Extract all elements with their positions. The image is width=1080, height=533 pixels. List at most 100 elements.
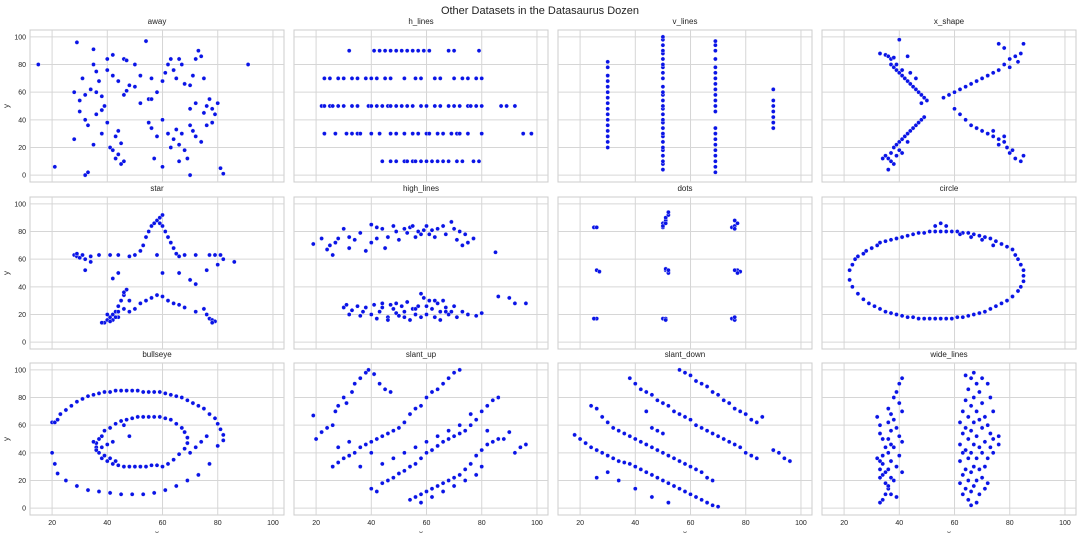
- data-point: [77, 255, 82, 261]
- data-point: [677, 411, 682, 417]
- data-point: [118, 388, 124, 393]
- data-point: [771, 447, 776, 453]
- data-point: [660, 56, 666, 62]
- data-point: [894, 425, 899, 431]
- data-point: [891, 417, 897, 423]
- data-point: [955, 314, 960, 320]
- data-point: [663, 317, 669, 323]
- data-point: [190, 128, 196, 134]
- data-point: [437, 76, 443, 81]
- data-point: [245, 62, 251, 67]
- data-point: [52, 461, 58, 467]
- data-point: [171, 301, 176, 306]
- data-point: [168, 240, 174, 245]
- data-point: [402, 76, 407, 81]
- data-point: [974, 433, 979, 439]
- data-point: [644, 442, 649, 447]
- data-point: [424, 489, 429, 494]
- data-point: [440, 223, 446, 229]
- data-point: [418, 455, 424, 461]
- data-point: [957, 112, 963, 117]
- data-point: [415, 48, 421, 54]
- data-point: [990, 243, 996, 248]
- data-point: [99, 433, 105, 439]
- data-point: [749, 453, 754, 458]
- data-point: [605, 112, 611, 117]
- data-point: [891, 395, 897, 400]
- data-point: [80, 76, 85, 81]
- data-point: [187, 123, 193, 128]
- data-point: [379, 305, 385, 310]
- data-point: [883, 491, 888, 497]
- data-point: [529, 131, 534, 136]
- scatter-points: [591, 209, 743, 323]
- data-point: [132, 464, 138, 469]
- data-point: [1007, 56, 1013, 62]
- data-point: [58, 411, 63, 417]
- scatter-points: [605, 34, 776, 175]
- data-point: [599, 450, 605, 456]
- data-point: [82, 117, 88, 123]
- data-point: [971, 420, 977, 425]
- data-point: [52, 164, 58, 170]
- data-point: [110, 276, 116, 281]
- data-point: [435, 158, 440, 164]
- data-point: [771, 109, 776, 114]
- data-point: [713, 70, 718, 76]
- data-point: [171, 245, 176, 251]
- data-point: [94, 112, 99, 117]
- data-point: [605, 453, 611, 458]
- data-point: [113, 458, 118, 464]
- data-point: [713, 92, 718, 98]
- data-point: [391, 428, 396, 434]
- data-point: [107, 252, 113, 258]
- data-point: [429, 486, 435, 492]
- data-point: [138, 248, 143, 254]
- data-point: [330, 103, 336, 109]
- plot-area: [821, 196, 1077, 350]
- data-point: [418, 103, 424, 109]
- data-point: [418, 403, 424, 409]
- data-point: [388, 103, 393, 109]
- data-point: [943, 229, 949, 234]
- data-point: [946, 92, 952, 98]
- data-point: [165, 62, 171, 67]
- data-point: [149, 295, 154, 301]
- data-point: [99, 107, 105, 113]
- data-point: [105, 120, 110, 125]
- data-point: [396, 425, 402, 431]
- data-point: [771, 125, 776, 131]
- data-point: [713, 109, 718, 114]
- data-point: [465, 76, 471, 81]
- data-point: [974, 455, 979, 461]
- data-point: [974, 409, 979, 414]
- data-point: [382, 48, 388, 54]
- data-point: [968, 428, 974, 434]
- x-axis-label: x: [683, 529, 687, 533]
- data-point: [457, 131, 463, 136]
- data-point: [988, 444, 993, 450]
- data-point: [726, 439, 732, 445]
- data-point: [402, 226, 407, 232]
- data-point: [193, 281, 198, 287]
- data-point: [143, 464, 149, 469]
- data-point: [88, 254, 93, 259]
- data-point: [335, 103, 341, 109]
- data-point: [894, 153, 899, 158]
- subplot-title: dots: [677, 184, 692, 193]
- data-point: [660, 153, 666, 158]
- data-point: [899, 136, 905, 142]
- data-point: [495, 436, 501, 442]
- data-point: [176, 254, 182, 259]
- data-point: [374, 489, 380, 494]
- data-point: [743, 450, 749, 456]
- data-point: [110, 147, 116, 153]
- data-point: [402, 314, 407, 320]
- data-point: [877, 458, 883, 464]
- data-point: [713, 81, 718, 87]
- data-point: [908, 81, 913, 87]
- data-point: [572, 432, 577, 438]
- data-point: [410, 48, 416, 54]
- data-point: [749, 417, 754, 423]
- data-point: [143, 298, 149, 303]
